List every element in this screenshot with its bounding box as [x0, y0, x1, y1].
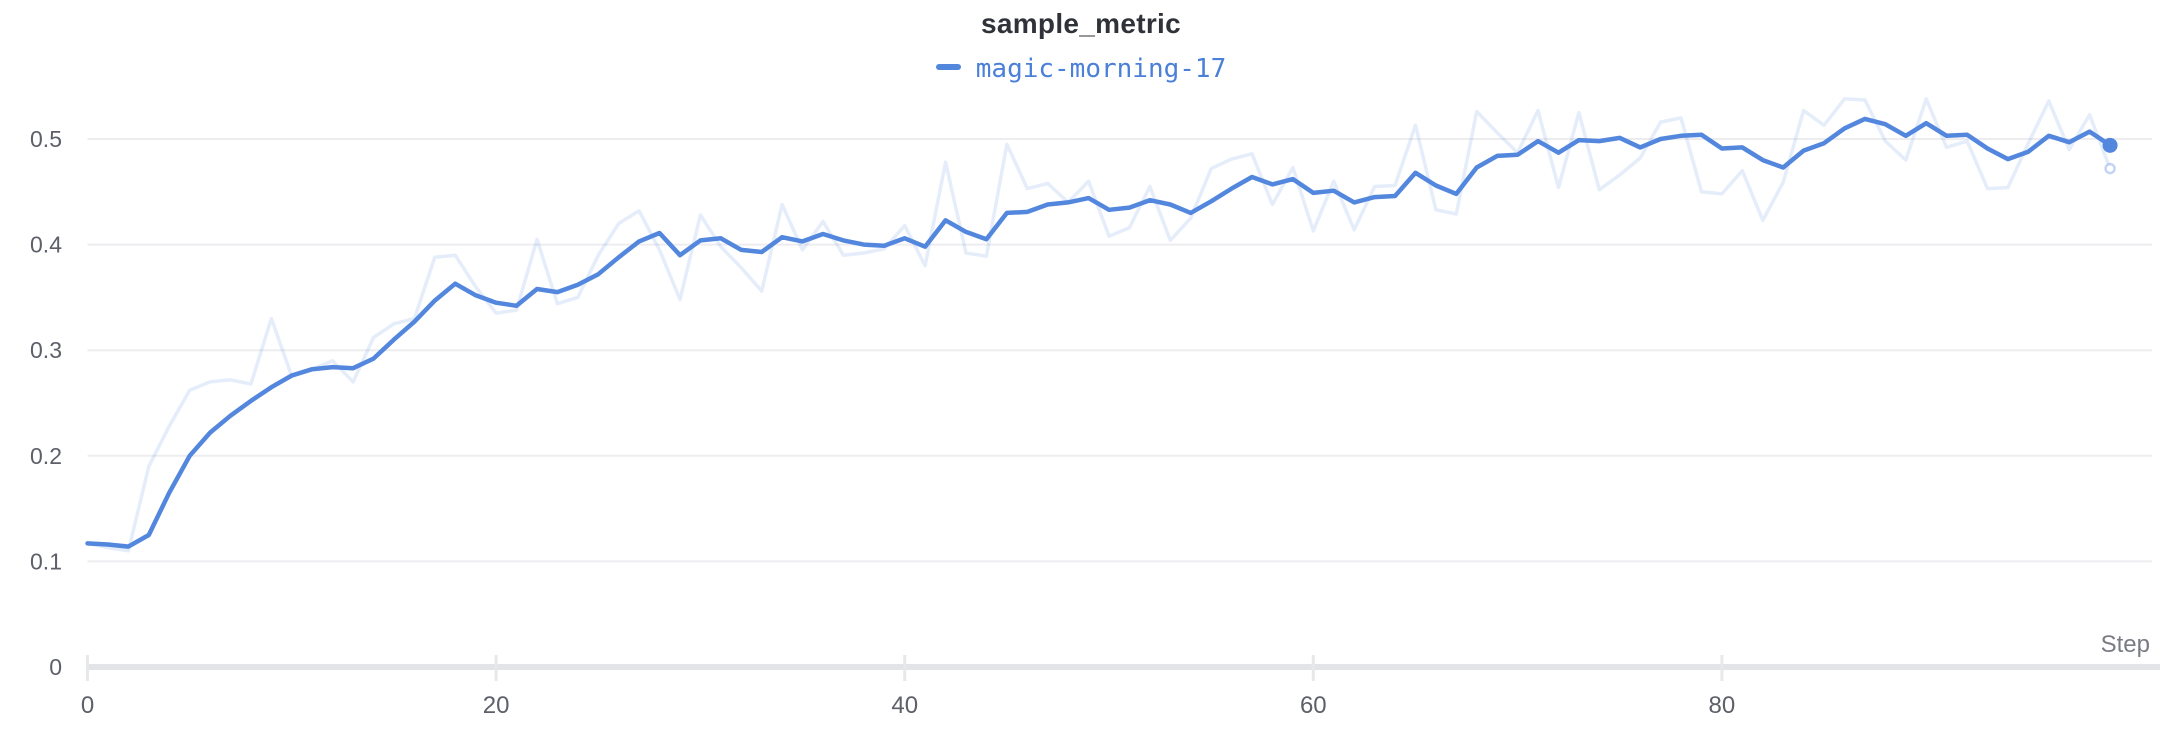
y-tick-label: 0 [49, 654, 62, 680]
legend-run-name[interactable]: magic-morning-17 [975, 54, 1227, 84]
y-tick-label: 0.2 [30, 443, 62, 469]
y-tick-label: 0.5 [30, 126, 62, 152]
endpoint-dot[interactable] [2102, 137, 2118, 153]
y-tick-label: 0.3 [30, 337, 62, 363]
x-tick-label: 20 [483, 692, 510, 719]
raw-series-path[interactable] [85, 97, 2112, 553]
legend-line-swatch-icon [935, 64, 961, 70]
x-tick-label: 40 [891, 692, 918, 719]
label-layer: 0 0.1 0.2 0.3 0.4 0.5 0 20 40 60 80 [30, 126, 1735, 719]
chart-title: sample_metric [980, 8, 1181, 39]
smoothed-series-path[interactable] [85, 116, 2113, 549]
x-tick-label: 60 [1300, 692, 1327, 719]
series-layer [85, 97, 2118, 553]
x-axis-title: Step [2101, 631, 2150, 658]
y-tick-label: 0.4 [30, 232, 62, 258]
y-tick-label: 0.1 [30, 548, 62, 574]
raw-endpoint-marker [2104, 162, 2116, 175]
x-tick-label: 80 [1709, 692, 1736, 719]
x-tick-label: 0 [81, 692, 94, 719]
grid-layer [86, 138, 2160, 681]
legend: magic-morning-17 [0, 54, 2162, 84]
